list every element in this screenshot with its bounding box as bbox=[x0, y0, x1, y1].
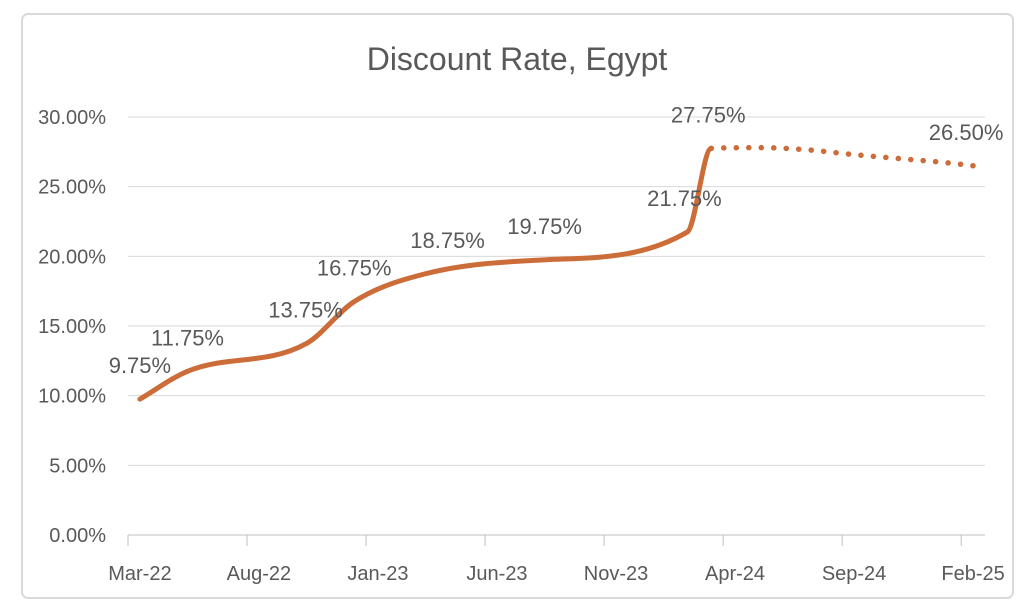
x-axis-tick-label: Nov-23 bbox=[584, 563, 648, 585]
y-axis-tick-label: 10.00% bbox=[38, 386, 106, 408]
data-label: 26.50% bbox=[929, 120, 1004, 145]
chart-frame bbox=[21, 13, 1014, 599]
data-label: 9.75% bbox=[109, 353, 171, 378]
series-line-actual bbox=[137, 145, 714, 402]
series-line-forecast bbox=[708, 144, 976, 169]
data-label: 11.75% bbox=[151, 325, 224, 350]
data-label: 13.75% bbox=[268, 297, 343, 322]
x-axis-tick-label: Mar-22 bbox=[108, 563, 171, 585]
data-label: 21.75% bbox=[647, 186, 722, 211]
x-axis-tick-label: Aug-22 bbox=[227, 563, 292, 585]
x-axis-tick-label: Jan-23 bbox=[347, 563, 408, 585]
y-axis-tick-label: 15.00% bbox=[38, 316, 106, 338]
data-label: 19.75% bbox=[507, 214, 582, 239]
y-axis-tick-label: 5.00% bbox=[49, 455, 106, 477]
data-label: 16.75% bbox=[317, 256, 392, 281]
x-axis-tick-label: Sep-24 bbox=[822, 563, 887, 585]
y-axis-tick-label: 30.00% bbox=[38, 107, 106, 129]
data-label: 27.75% bbox=[671, 102, 746, 127]
chart-title: Discount Rate, Egypt bbox=[367, 41, 668, 77]
x-axis-tick-label: Apr-24 bbox=[705, 563, 765, 585]
y-axis-tick-label: 0.00% bbox=[49, 525, 106, 547]
x-axis-tick-label: Feb-25 bbox=[941, 563, 1004, 585]
y-axis-tick-label: 25.00% bbox=[38, 177, 106, 199]
data-label: 18.75% bbox=[410, 228, 485, 253]
x-axis-tick-label: Jun-23 bbox=[466, 563, 527, 585]
y-axis-tick-label: 20.00% bbox=[38, 246, 106, 268]
